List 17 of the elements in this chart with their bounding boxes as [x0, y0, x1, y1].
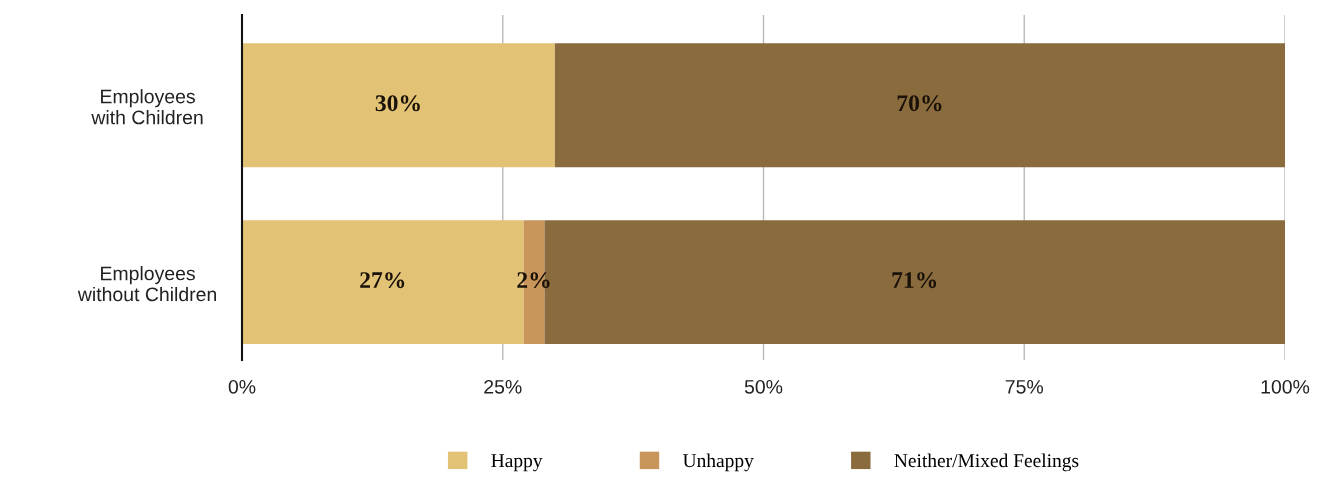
data-label: 27%	[360, 272, 405, 289]
data-label: 30%	[375, 95, 420, 112]
y-tick-label: Employees without Children	[77, 266, 217, 302]
x-tick-label: 100%	[1261, 379, 1310, 394]
y-tick-label: Employees with Children	[91, 89, 203, 125]
x-tick-label: 0%	[228, 379, 256, 394]
data-label: 2%	[517, 272, 550, 289]
data-label: 71%	[892, 272, 937, 289]
legend-label: Neither/Mixed Feelings	[894, 453, 1079, 472]
x-tick-label: 75%	[1005, 380, 1044, 394]
bar	[242, 43, 555, 168]
legend-label: Unhappy	[682, 453, 754, 472]
x-tick-label: 25%	[484, 379, 522, 394]
legend-label: Happy	[491, 454, 543, 472]
bar	[554, 43, 1285, 168]
data-label: 70%	[897, 95, 942, 112]
x-tick-label: 50%	[744, 379, 783, 394]
